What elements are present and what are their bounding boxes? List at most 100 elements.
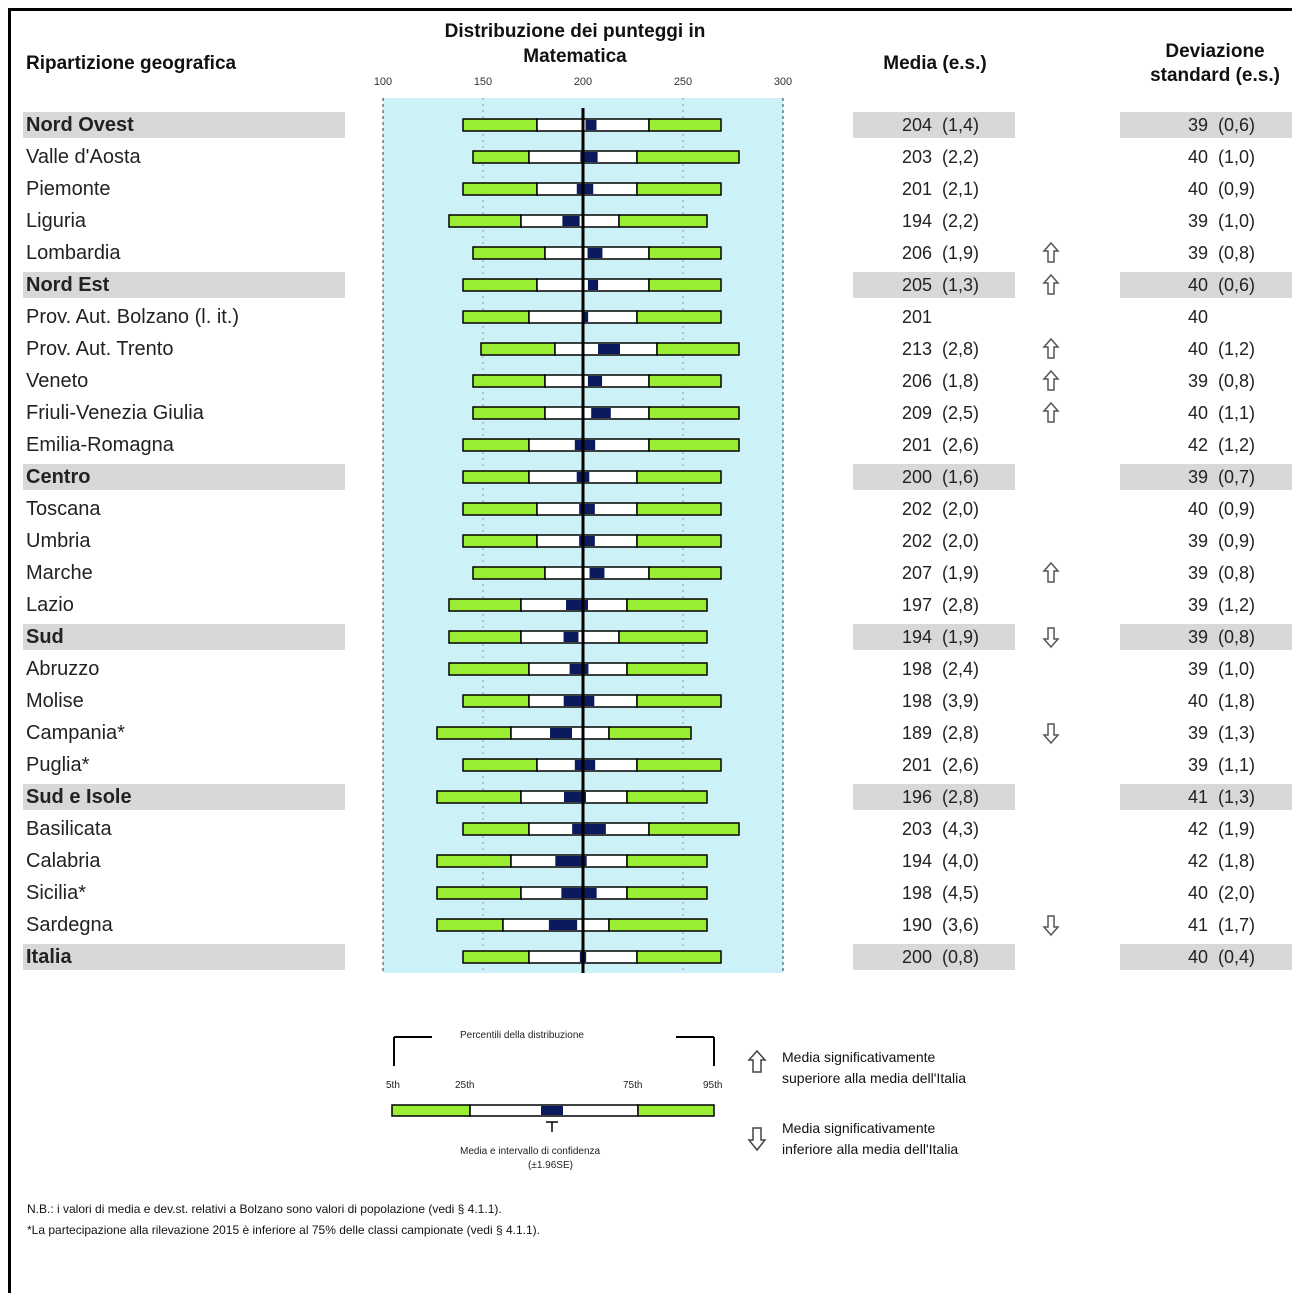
row-label: Nord Ovest	[26, 114, 134, 136]
legend-down-line1: Media significativamente	[782, 1120, 936, 1136]
mean-value: 200 (1,6)	[902, 467, 980, 487]
sd-value: 39 (0,8)	[1188, 563, 1256, 583]
arrow-down-icon	[747, 1127, 767, 1152]
row-label: Marche	[26, 562, 93, 584]
row-highlight	[1120, 944, 1292, 970]
legend-p95-label: 95th	[703, 1080, 723, 1091]
bar-tail-high	[648, 278, 722, 292]
mean-value: 209 (2,5)	[902, 403, 980, 423]
bar-tail-high	[626, 854, 708, 868]
legend-percentiles-title: Percentili della distribuzione	[460, 1030, 584, 1041]
row-highlight	[853, 944, 1015, 970]
bar-confidence-interval	[563, 632, 579, 642]
mean-value: 196 (2,8)	[902, 787, 980, 807]
row-highlight	[1120, 784, 1292, 810]
sd-value: 40 (1,8)	[1188, 691, 1256, 711]
row-highlight	[23, 464, 345, 490]
bar-tail-high	[648, 246, 722, 260]
bar-confidence-interval	[562, 216, 580, 226]
bar-confidence-interval	[587, 376, 603, 386]
row-highlight	[853, 464, 1015, 490]
sd-value: 42 (1,8)	[1188, 851, 1256, 871]
bar-tail-high	[636, 182, 722, 196]
legend-bracket	[393, 1036, 715, 1066]
row-highlight	[1120, 624, 1292, 650]
bar-confidence-interval	[574, 760, 596, 770]
legend-p75-label: 75th	[623, 1080, 643, 1091]
mean-value: 206 (1,8)	[902, 371, 980, 391]
mean-value: 197 (2,8)	[902, 595, 980, 615]
mean-value: 190 (3,6)	[902, 915, 980, 935]
bar-tail-high	[636, 950, 722, 964]
arrow-down-icon	[1042, 915, 1060, 937]
row-label: Veneto	[26, 370, 89, 392]
mean-value: 198 (3,9)	[902, 691, 980, 711]
bar-tail-high	[648, 566, 722, 580]
legend-ci-line1: Media e intervallo di confidenza	[460, 1146, 601, 1157]
row-label: Basilicata	[26, 818, 112, 840]
row-label: Liguria	[26, 210, 87, 232]
row-label: Italia	[26, 946, 72, 968]
bar-confidence-interval	[587, 248, 603, 258]
bar-tail-high	[636, 502, 722, 516]
mean-value: 194 (1,9)	[902, 627, 980, 647]
row-label: Sardegna	[26, 914, 113, 936]
row-label: Sud e Isole	[26, 786, 132, 808]
arrow-down-icon	[1042, 723, 1060, 745]
bar-confidence-interval	[561, 888, 597, 898]
mean-value: 207 (1,9)	[902, 563, 980, 583]
mean-value: 198 (4,5)	[902, 883, 980, 903]
bar-confidence-interval	[581, 312, 589, 322]
row-label: Friuli-Venezia Giulia	[26, 402, 204, 424]
arrow-up-icon	[747, 1049, 767, 1073]
sd-value: 41 (1,3)	[1188, 787, 1256, 807]
mean-value: 200 (0,8)	[902, 947, 980, 967]
tick-label: 300	[773, 76, 793, 88]
row-highlight	[853, 112, 1015, 138]
bar-confidence-interval	[569, 664, 589, 674]
bar-tail-high	[618, 630, 708, 644]
legend-ci-line2: (±1.96SE)	[528, 1160, 573, 1171]
sd-value: 39 (1,0)	[1188, 659, 1256, 679]
mean-value: 203 (2,2)	[902, 147, 980, 167]
bar-confidence-interval	[563, 696, 595, 706]
bar-tail-high	[648, 438, 740, 452]
bar-tail-high	[648, 406, 740, 420]
mean-value: 201	[902, 307, 933, 327]
bar-confidence-interval	[591, 408, 611, 418]
bar-confidence-interval	[574, 440, 596, 450]
row-label: Centro	[26, 466, 91, 488]
sd-value: 40 (2,0)	[1188, 883, 1256, 903]
sd-value: 39 (1,3)	[1188, 723, 1256, 743]
bar-tail-high	[626, 886, 708, 900]
sd-value: 39 (0,6)	[1188, 115, 1256, 135]
sd-value: 40 (1,2)	[1188, 339, 1256, 359]
legend-up-line2: superiore alla media dell'Italia	[782, 1070, 966, 1086]
sd-value: 40 (0,4)	[1188, 947, 1256, 967]
bar-tail-high	[626, 598, 708, 612]
sd-value: 42 (1,2)	[1188, 435, 1256, 455]
bar-tail-high	[636, 470, 722, 484]
arrow-up-icon	[1042, 401, 1060, 423]
arrow-up-icon	[1042, 337, 1060, 359]
row-highlight	[1120, 464, 1292, 490]
header-sd-line2: standard (e.s.)	[1150, 65, 1280, 86]
bar-confidence-interval	[580, 152, 598, 162]
sd-value: 39 (1,1)	[1188, 755, 1256, 775]
mean-value: 194 (2,2)	[902, 211, 980, 231]
row-label: Toscana	[26, 498, 101, 520]
bar-tail-high	[636, 534, 722, 548]
row-label: Umbria	[26, 530, 91, 552]
bar-confidence-interval	[564, 792, 586, 802]
header-mean: Media (e.s.)	[883, 53, 987, 74]
note-bolzano: N.B.: i valori di media e dev.st. relati…	[27, 1202, 502, 1216]
bar-tail-high	[618, 214, 708, 228]
row-label: Valle d'Aosta	[26, 146, 141, 168]
sd-value: 40 (0,9)	[1188, 179, 1256, 199]
bar-tail-high	[608, 726, 692, 740]
bar-tail-high	[626, 790, 708, 804]
legend-sample-bar	[391, 1104, 715, 1132]
sd-value: 42 (1,9)	[1188, 819, 1256, 839]
row-highlight	[853, 272, 1015, 298]
